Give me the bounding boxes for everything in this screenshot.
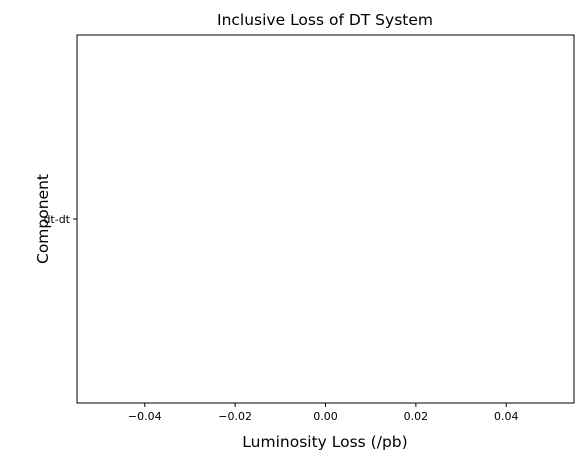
y-tick-label: dt-dt [43,213,70,226]
plot-layer: −0.04 −0.02 0.00 0.02 0.04 dt-dt [43,34,575,423]
x-tick-label: 0.02 [404,410,429,423]
y-axis-label: Component [34,174,52,264]
x-tick-label: −0.04 [128,410,162,423]
x-tick-label: 0.04 [494,410,519,423]
x-tick-label: −0.02 [218,410,252,423]
plot-frame [76,34,575,404]
x-axis-label: Luminosity Loss (/pb) [242,433,407,451]
x-tick-label: 0.00 [313,410,338,423]
chart-title: Inclusive Loss of DT System [217,11,433,29]
